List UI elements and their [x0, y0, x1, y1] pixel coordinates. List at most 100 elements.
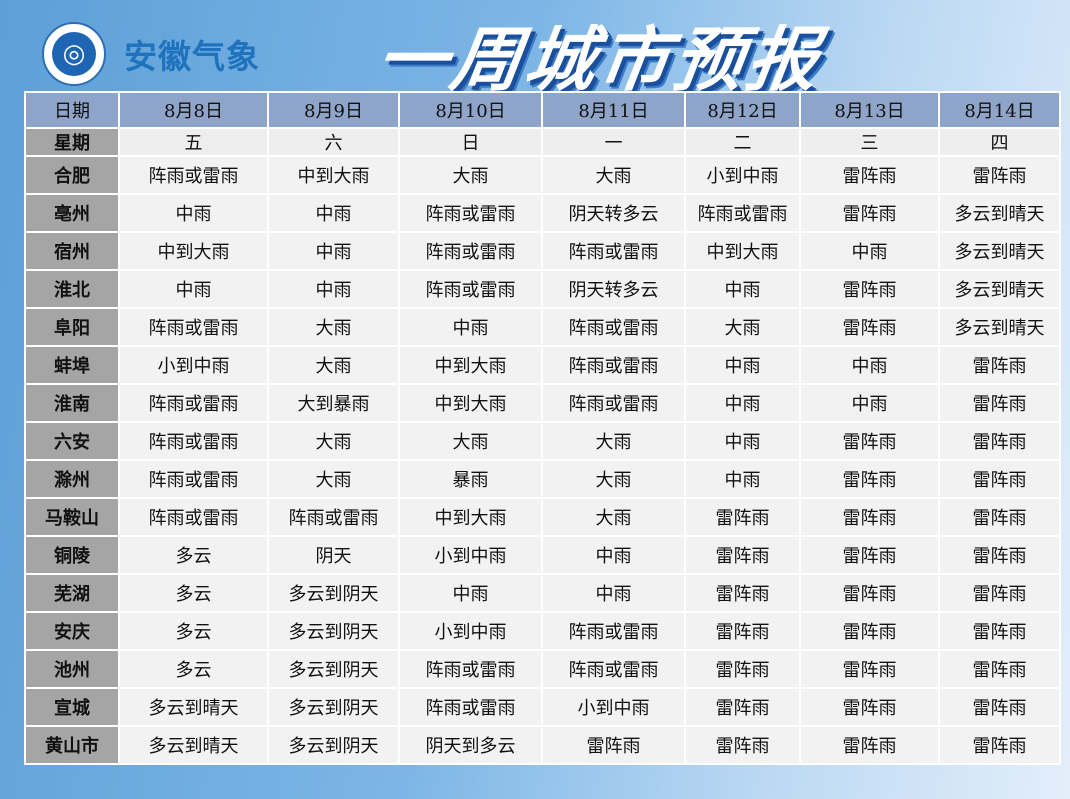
forecast-cell: 阵雨或雷雨: [684, 193, 801, 233]
forecast-cell: 中雨: [541, 573, 686, 613]
forecast-cell: 阵雨或雷雨: [541, 649, 686, 689]
city-name: 铜陵: [24, 535, 120, 575]
forecast-cell: 雷阵雨: [938, 535, 1061, 575]
city-name: 淮南: [24, 383, 120, 423]
table-row: 蚌埠 小到中雨 大雨 中到大雨 阵雨或雷雨 中雨 中雨 雷阵雨: [24, 345, 1061, 385]
forecast-cell: 多云: [118, 535, 269, 575]
forecast-cell: 雷阵雨: [938, 573, 1061, 613]
forecast-cell: 中到大雨: [684, 231, 801, 271]
forecast-cell: 雷阵雨: [938, 345, 1061, 385]
forecast-table: 日期 8月8日 8月9日 8月10日 8月11日 8月12日 8月13日 8月14日 星期五六…: [24, 91, 1061, 765]
forecast-cell: 中雨: [541, 535, 686, 575]
forecast-cell: 多云到晴天: [938, 269, 1061, 309]
forecast-cell: 阴天转多云: [541, 269, 686, 309]
date-row: 日期 8月8日 8月9日 8月10日 8月11日 8月12日 8月13日 8月14日: [24, 91, 1061, 129]
forecast-cell: 雷阵雨: [684, 725, 801, 765]
weekday-cell: 四: [938, 127, 1061, 157]
city-name: 滁州: [24, 459, 120, 499]
forecast-cell: 雷阵雨: [938, 687, 1061, 727]
city-name: 蚌埠: [24, 345, 120, 385]
forecast-cell: 雷阵雨: [799, 193, 940, 233]
forecast-cell: 中到大雨: [398, 497, 543, 537]
forecast-cell: 雷阵雨: [799, 535, 940, 575]
forecast-cell: 雷阵雨: [799, 421, 940, 461]
forecast-cell: 多云: [118, 573, 269, 613]
forecast-cell: 阵雨或雷雨: [541, 231, 686, 271]
forecast-cell: 雷阵雨: [938, 421, 1061, 461]
forecast-cell: 多云: [118, 649, 269, 689]
forecast-cell: 中雨: [684, 269, 801, 309]
page-title: 一周城市预报: [371, 18, 828, 101]
forecast-cell: 小到中雨: [541, 687, 686, 727]
table-row: 六安 阵雨或雷雨 大雨 大雨 大雨 中雨 雷阵雨 雷阵雨: [24, 421, 1061, 461]
table-row: 安庆 多云 多云到阴天 小到中雨 阵雨或雷雨 雷阵雨 雷阵雨 雷阵雨: [24, 611, 1061, 651]
forecast-cell: 大雨: [541, 421, 686, 461]
table-row: 芜湖 多云 多云到阴天 中雨 中雨 雷阵雨 雷阵雨 雷阵雨: [24, 573, 1061, 613]
forecast-cell: 中到大雨: [398, 345, 543, 385]
forecast-cell: 雷阵雨: [799, 269, 940, 309]
date-header: 8月8日: [118, 91, 269, 129]
city-name: 六安: [24, 421, 120, 461]
forecast-cell: 雷阵雨: [684, 535, 801, 575]
forecast-cell: 雷阵雨: [938, 649, 1061, 689]
forecast-cell: 雷阵雨: [684, 573, 801, 613]
weekday-row: 星期五六日一二三四: [24, 127, 1061, 157]
logo: ◎: [42, 22, 106, 86]
forecast-cell: 小到中雨: [118, 345, 269, 385]
date-header: 8月9日: [267, 91, 400, 129]
weekday-cell: 一: [541, 127, 686, 157]
weekday-cell: 五: [118, 127, 269, 157]
forecast-cell: 中雨: [684, 345, 801, 385]
forecast-cell: 阵雨或雷雨: [541, 383, 686, 423]
forecast-cell: 大到暴雨: [267, 383, 400, 423]
forecast-cell: 小到中雨: [398, 611, 543, 651]
table-row: 宿州 中到大雨 中雨 阵雨或雷雨 阵雨或雷雨 中到大雨 中雨 多云到晴天: [24, 231, 1061, 271]
forecast-cell: 阵雨或雷雨: [118, 155, 269, 195]
date-label: 日期: [24, 91, 120, 129]
forecast-cell: 多云: [118, 611, 269, 651]
forecast-cell: 中雨: [398, 573, 543, 613]
forecast-cell: 中雨: [799, 231, 940, 271]
forecast-cell: 大雨: [267, 459, 400, 499]
forecast-cell: 阵雨或雷雨: [398, 649, 543, 689]
date-header: 8月14日: [938, 91, 1061, 129]
forecast-cell: 雷阵雨: [938, 725, 1061, 765]
forecast-cell: 阵雨或雷雨: [118, 459, 269, 499]
forecast-cell: 阵雨或雷雨: [118, 383, 269, 423]
forecast-cell: 中雨: [267, 269, 400, 309]
forecast-cell: 多云到晴天: [938, 193, 1061, 233]
forecast-cell: 大雨: [398, 421, 543, 461]
forecast-cell: 阴天转多云: [541, 193, 686, 233]
forecast-cell: 雷阵雨: [938, 459, 1061, 499]
forecast-cell: 中雨: [267, 193, 400, 233]
table-row: 滁州 阵雨或雷雨 大雨 暴雨 大雨 中雨 雷阵雨 雷阵雨: [24, 459, 1061, 499]
forecast-cell: 雷阵雨: [541, 725, 686, 765]
table-row: 淮南 阵雨或雷雨 大到暴雨 中到大雨 阵雨或雷雨 中雨 中雨 雷阵雨: [24, 383, 1061, 423]
forecast-cell: 中雨: [118, 269, 269, 309]
forecast-cell: 多云到阴天: [267, 611, 400, 651]
city-name: 黄山市: [24, 725, 120, 765]
forecast-cell: 大雨: [267, 421, 400, 461]
forecast-cell: 大雨: [541, 497, 686, 537]
weekday-cell: 三: [799, 127, 940, 157]
forecast-cell: 阵雨或雷雨: [398, 269, 543, 309]
forecast-cell: 中雨: [799, 345, 940, 385]
forecast-cell: 多云到晴天: [938, 231, 1061, 271]
forecast-cell: 阴天: [267, 535, 400, 575]
city-name: 亳州: [24, 193, 120, 233]
date-header: 8月11日: [541, 91, 686, 129]
forecast-cell: 阵雨或雷雨: [118, 497, 269, 537]
table-row: 宣城 多云到晴天 多云到阴天 阵雨或雷雨 小到中雨 雷阵雨 雷阵雨 雷阵雨: [24, 687, 1061, 727]
forecast-cell: 大雨: [398, 155, 543, 195]
table-row: 黄山市 多云到晴天 多云到阴天 阴天到多云 雷阵雨 雷阵雨 雷阵雨 雷阵雨: [24, 725, 1061, 765]
forecast-cell: 阵雨或雷雨: [541, 307, 686, 347]
forecast-cell: 中雨: [684, 421, 801, 461]
forecast-cell: 雷阵雨: [799, 687, 940, 727]
forecast-cell: 阵雨或雷雨: [118, 307, 269, 347]
forecast-cell: 多云到阴天: [267, 687, 400, 727]
table-row: 铜陵 多云 阴天 小到中雨 中雨 雷阵雨 雷阵雨 雷阵雨: [24, 535, 1061, 575]
table-row: 合肥 阵雨或雷雨 中到大雨 大雨 大雨 小到中雨 雷阵雨 雷阵雨: [24, 155, 1061, 195]
forecast-cell: 中到大雨: [267, 155, 400, 195]
forecast-cell: 雷阵雨: [938, 383, 1061, 423]
weekday-cell: 日: [398, 127, 543, 157]
